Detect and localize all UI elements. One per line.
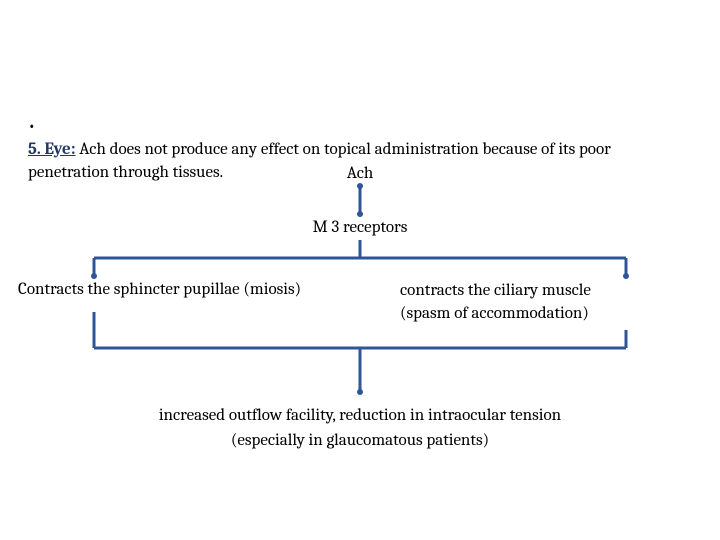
- right-effect-line1: contracts the ciliary muscle: [400, 281, 591, 300]
- node-outcome: increased outflow facility, reduction in…: [0, 404, 720, 453]
- bullet-marker: •: [28, 116, 46, 139]
- outcome-line1: increased outflow facility, reduction in…: [159, 406, 561, 425]
- right-effect-line2: (spasm of accommodation): [400, 304, 589, 323]
- eye-heading: 5. Eye:: [28, 140, 76, 159]
- node-left-effect: Contracts the sphincter pupillae (miosis…: [18, 280, 358, 299]
- node-right-effect: contracts the ciliary muscle (spasm of a…: [400, 280, 700, 326]
- node-ach: Ach: [0, 164, 720, 183]
- connector-lines: [0, 0, 720, 540]
- node-m3: M 3 receptors: [0, 218, 720, 237]
- outcome-line2: (especially in glaucomatous patients): [231, 431, 489, 450]
